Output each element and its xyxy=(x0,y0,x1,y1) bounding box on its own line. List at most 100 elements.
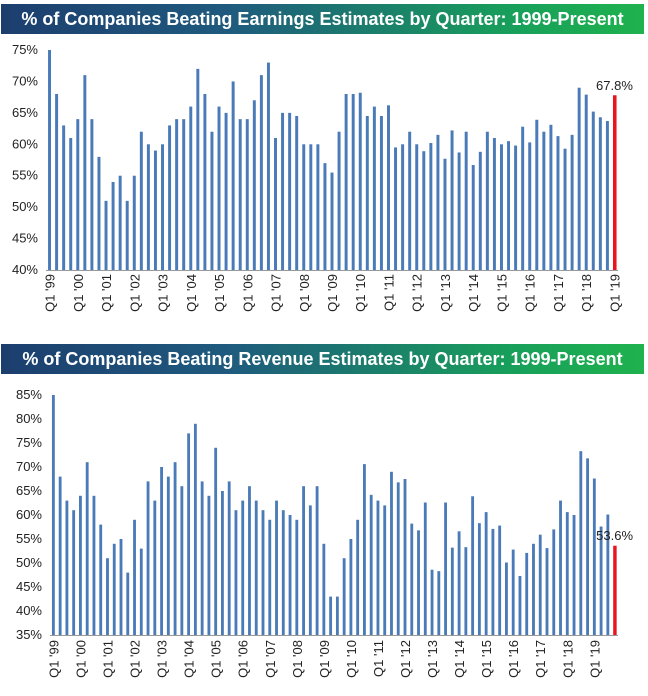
y-tick-label: 45% xyxy=(16,579,42,594)
quarter-bar xyxy=(598,117,602,270)
x-tick-label: Q1 '06 xyxy=(240,274,255,312)
quarter-bar xyxy=(248,486,251,635)
y-tick-label: 75% xyxy=(16,435,42,450)
x-tick-label: Q1 '14 xyxy=(452,640,467,678)
quarter-bar xyxy=(146,144,150,270)
quarter-bar xyxy=(464,131,468,270)
x-tick-label: Q1 '09 xyxy=(317,640,332,678)
quarter-bar xyxy=(344,94,348,270)
x-tick-label: Q1 '19 xyxy=(587,640,602,678)
quarter-bar xyxy=(586,458,589,635)
x-tick-label: Q1 '16 xyxy=(523,274,538,312)
quarter-bar xyxy=(72,510,76,635)
quarter-bar xyxy=(330,172,334,270)
quarter-bar xyxy=(58,476,62,635)
x-tick-label: Q1 '07 xyxy=(269,274,284,312)
quarter-bar xyxy=(337,131,341,270)
y-tick-label: 45% xyxy=(12,231,38,246)
quarter-bar xyxy=(379,116,383,270)
quarter-bar xyxy=(387,105,390,270)
quarter-bar xyxy=(485,131,489,270)
quarter-bar xyxy=(552,529,556,635)
quarter-bar xyxy=(605,121,609,271)
quarter-bar xyxy=(535,119,539,271)
quarter-bar xyxy=(349,539,353,635)
x-tick-label: Q1 '16 xyxy=(506,640,521,678)
quarter-bar xyxy=(365,116,369,270)
x-tick-label: Q1 '15 xyxy=(479,640,494,678)
quarter-bar xyxy=(499,144,503,270)
x-tick-label: Q1 '03 xyxy=(155,640,170,678)
quarter-bar xyxy=(281,510,285,635)
quarter-bar xyxy=(160,467,163,635)
quarter-bar xyxy=(498,525,502,635)
x-tick-label: Q1 '08 xyxy=(290,640,305,678)
quarter-bar xyxy=(180,486,184,635)
y-tick-label: 50% xyxy=(16,555,42,570)
quarter-bar xyxy=(372,106,376,270)
quarter-bar xyxy=(288,515,292,635)
quarter-bar xyxy=(90,119,94,271)
quarter-bar xyxy=(549,124,553,270)
y-tick-label: 50% xyxy=(12,199,38,214)
y-tick-label: 55% xyxy=(16,531,42,546)
quarter-bar xyxy=(245,119,249,271)
x-tick-label: Q1 '05 xyxy=(209,640,224,678)
quarter-bar xyxy=(274,138,277,270)
quarter-bar xyxy=(342,558,346,635)
x-tick-label: Q1 '07 xyxy=(263,640,278,678)
quarter-bar xyxy=(484,512,488,635)
quarter-bar xyxy=(309,144,313,270)
quarter-bar xyxy=(436,134,440,270)
latest-quarter-bar xyxy=(613,545,617,635)
y-tick-label: 35% xyxy=(16,627,42,642)
quarter-bar xyxy=(363,464,366,635)
y-tick-label: 60% xyxy=(12,136,38,151)
quarter-bar xyxy=(62,125,66,270)
quarter-bar xyxy=(132,175,136,270)
quarter-bar xyxy=(369,494,373,635)
quarter-bar xyxy=(322,543,326,635)
quarter-bar xyxy=(565,512,569,635)
x-tick-label: Q1 '00 xyxy=(73,640,88,678)
quarter-bar xyxy=(217,106,221,270)
quarter-bar xyxy=(408,131,412,270)
quarter-bar xyxy=(606,514,610,635)
revenue-beat-rate-chart: 35% 40% 45% 50% 55% 60% 65% 70% 75% 80% 85% Q1 '99 Q… xyxy=(16,387,634,678)
quarter-bar xyxy=(227,481,231,635)
quarter-bar xyxy=(592,478,596,635)
y-tick-label: 80% xyxy=(16,411,42,426)
quarter-bar xyxy=(415,144,419,270)
latest-value-annotation: 67.8% xyxy=(596,78,633,93)
quarter-bar xyxy=(153,500,157,635)
quarter-bar xyxy=(295,519,299,635)
x-tick-label: Q1 '15 xyxy=(494,274,509,312)
revenue-chart-title: % of Companies Beating Revenue Estimates… xyxy=(1,344,644,374)
x-tick-label: Q1 '08 xyxy=(297,274,312,312)
x-tick-label: Q1 '12 xyxy=(410,274,425,312)
quarter-bar xyxy=(437,571,441,635)
x-tick-label: Q1 '18 xyxy=(560,640,575,678)
quarter-bar xyxy=(268,519,272,635)
quarter-bar xyxy=(329,596,333,635)
quarter-bar xyxy=(351,94,355,270)
quarter-bar xyxy=(394,147,398,270)
quarter-bar xyxy=(511,549,515,635)
quarter-bar xyxy=(221,491,224,635)
x-tick-label: Q1 '02 xyxy=(128,640,143,678)
quarter-bar xyxy=(48,50,52,270)
quarter-bar xyxy=(189,106,193,270)
quarter-bar xyxy=(417,530,420,635)
quarter-bar xyxy=(104,200,108,270)
quarter-bar xyxy=(76,119,80,271)
quarter-bar xyxy=(302,486,305,635)
x-tick-label: Q1 '14 xyxy=(466,274,481,312)
y-tick-label: 60% xyxy=(16,507,42,522)
quarter-bar xyxy=(450,547,454,635)
quarter-bar xyxy=(69,138,73,270)
x-tick-label: Q1 '17 xyxy=(551,274,566,312)
y-tick-label: 70% xyxy=(16,459,42,474)
quarter-bar xyxy=(252,100,256,271)
x-tick-label: Q1 '18 xyxy=(579,274,594,312)
quarter-bar xyxy=(261,510,265,635)
